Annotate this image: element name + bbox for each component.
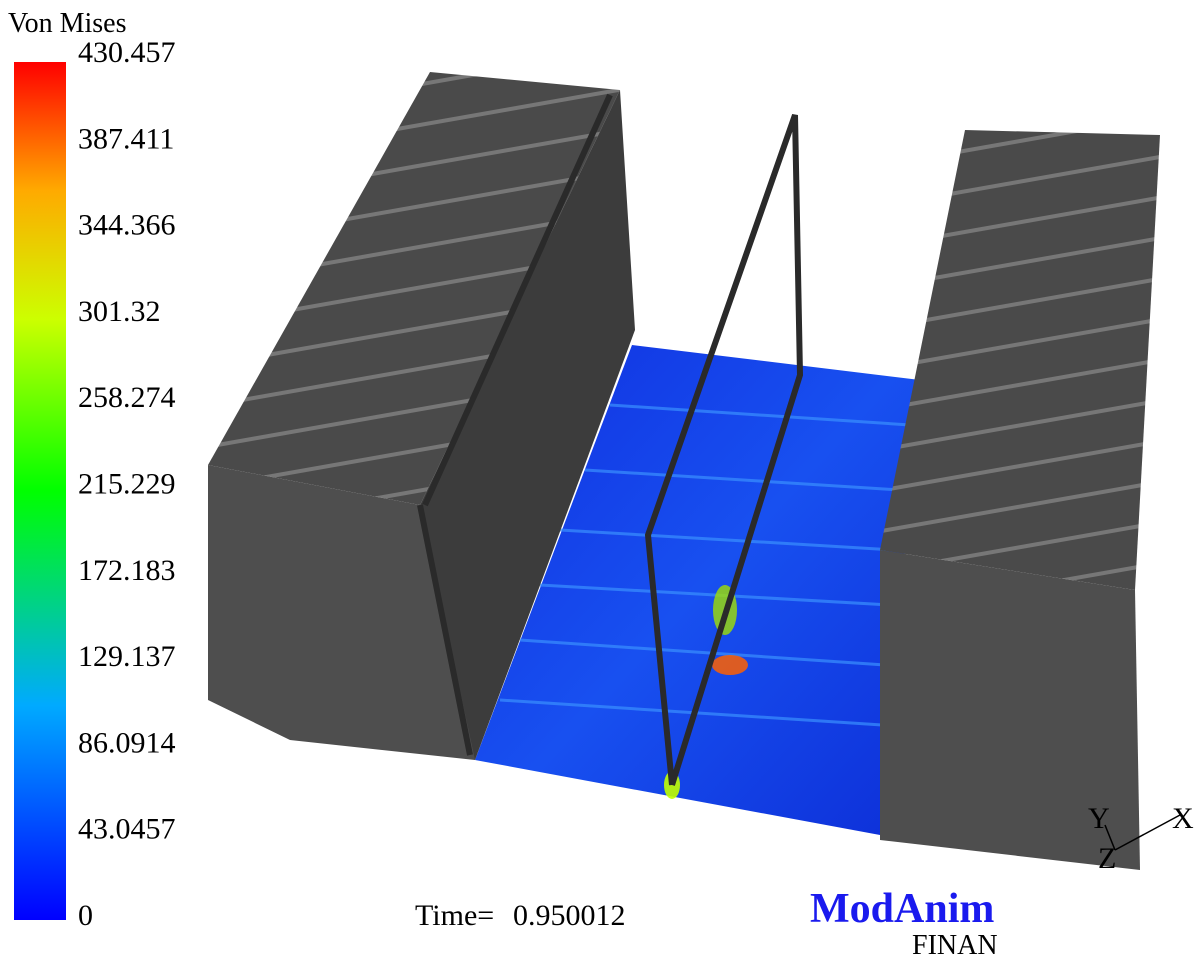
legend-tick-label: 129.137 — [78, 640, 176, 673]
legend-tick-label: 344.366 — [78, 209, 176, 242]
legend-tick-label: 215.229 — [78, 468, 176, 501]
overlay: Von Mises Time= 0.950012 ModAnim FINAN Y… — [0, 0, 1201, 961]
legend-tick-label: 387.411 — [78, 122, 174, 155]
legend-tick-label: 301.32 — [78, 295, 161, 328]
logo-subtitle: FINAN — [912, 930, 998, 961]
logo-title: ModAnim — [810, 886, 994, 932]
axis-x: X — [1172, 802, 1194, 835]
axis-z: Z — [1098, 842, 1116, 875]
legend-title: Von Mises — [8, 8, 127, 39]
legend-tick-label: 43.0457 — [78, 813, 176, 846]
legend-tick-label: 258.274 — [78, 381, 176, 414]
screen: Von Mises Time= 0.950012 ModAnim FINAN Y… — [0, 0, 1201, 961]
time-value: 0.950012 — [513, 899, 626, 932]
axis-y: Y — [1088, 802, 1110, 835]
legend-tick-label: 430.457 — [78, 36, 176, 69]
legend-tick-label: 172.183 — [78, 554, 176, 587]
time-label: Time= — [415, 899, 494, 932]
legend-tick-label: 86.0914 — [78, 726, 176, 759]
legend-tick-label: 0 — [78, 899, 93, 932]
